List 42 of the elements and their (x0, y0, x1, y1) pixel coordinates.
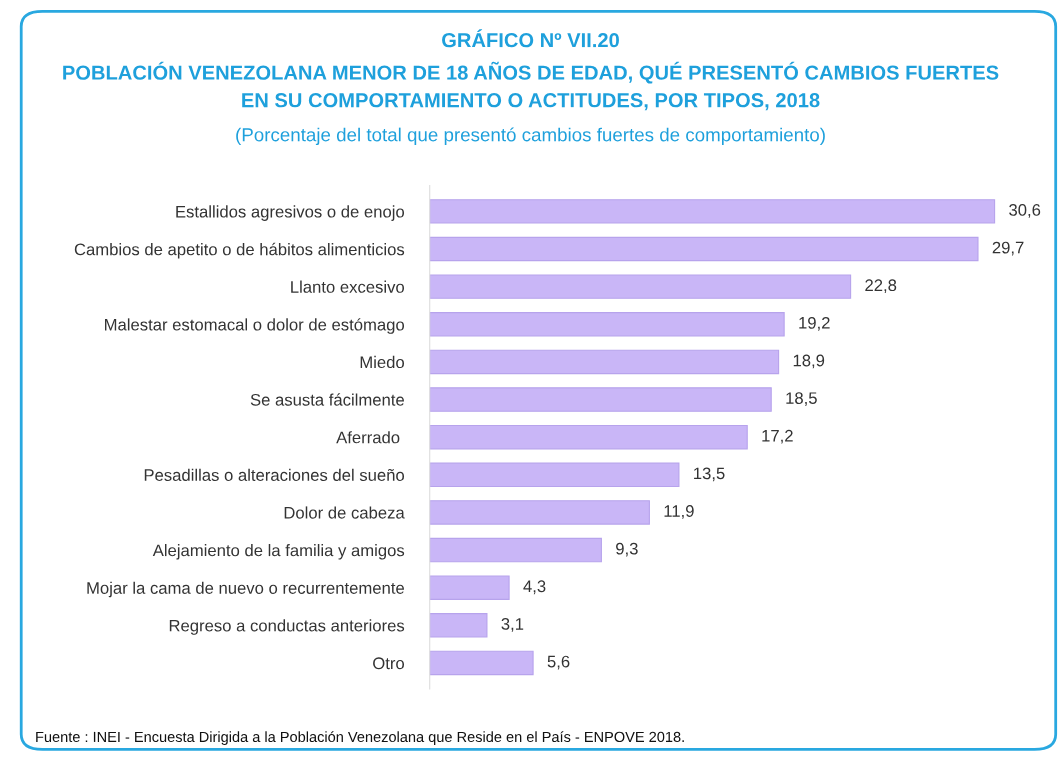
bar (429, 424, 748, 450)
bar (429, 274, 852, 299)
bar (429, 613, 488, 638)
y-tick-label: Aferrado (336, 431, 400, 444)
data-label: 17,2 (762, 429, 793, 444)
data-label: 19,2 (799, 316, 830, 331)
y-tick-label: Malestar estomacal o dolor de estómago (105, 318, 405, 334)
bar (429, 462, 680, 488)
source-note: Fuente : INEI - Encuesta Dirigida a la Población Venezolana que Reside en el País - ENPOVE 2018. (36, 731, 684, 745)
data-label: 18,5 (786, 392, 817, 406)
y-tick-label: Dolor de cabeza (284, 506, 405, 519)
bar (429, 537, 602, 563)
y-tick-label: Miedo (360, 355, 405, 369)
data-label: 18,9 (793, 354, 825, 369)
y-tick-label: Se asusta fácilmente (250, 393, 404, 406)
data-label: 9,3 (616, 542, 638, 557)
y-tick-label: Alejamiento de la familia y amigos (152, 544, 405, 560)
y-tick-label: Cambios de apetito o de hábitos alimenticios (74, 242, 405, 259)
data-label: 3,1 (501, 618, 524, 632)
y-tick-label: Llanto excesivo (291, 280, 405, 293)
bar (429, 575, 510, 600)
y-tick-label: Estallidos agresivos o de enojo (176, 205, 405, 221)
y-tick-label: Regreso a conductas anteriores (169, 619, 405, 635)
data-label: 11,9 (664, 505, 694, 519)
data-label: 4,3 (523, 580, 546, 595)
data-label: 13,5 (694, 467, 725, 482)
bar (429, 387, 772, 412)
chart-subtitle: (Porcentaje del total que presentó cambios fuertes de comportamiento) (236, 127, 825, 146)
bar (429, 500, 650, 525)
data-label: 22,8 (865, 279, 897, 294)
y-tick-label: Mojar la cama de nuevo o recurrentemente (87, 581, 404, 598)
bar (429, 236, 979, 262)
data-label: 5,6 (547, 655, 570, 670)
y-tick-label: Pesadillas o alteraciones del sueño (144, 468, 405, 481)
data-label: 30,6 (1009, 204, 1041, 218)
bar (429, 349, 780, 375)
chart-title: GRÁFICO Nº VII.20 POBLACIÓN VENEZOLANA MENOR DE 18 AÑOS DE EDAD, QUÉ PRESENTÓ CAMBIOS FUERTES EN SU COMPORTAMIENTO O ACTITUDES, POR TIPOS, 2018 (63, 29, 999, 111)
bar (429, 199, 996, 224)
bar (429, 650, 534, 676)
y-tick-label: Otro (373, 657, 405, 670)
bar (429, 312, 785, 337)
data-label: 29,7 (992, 241, 1024, 256)
